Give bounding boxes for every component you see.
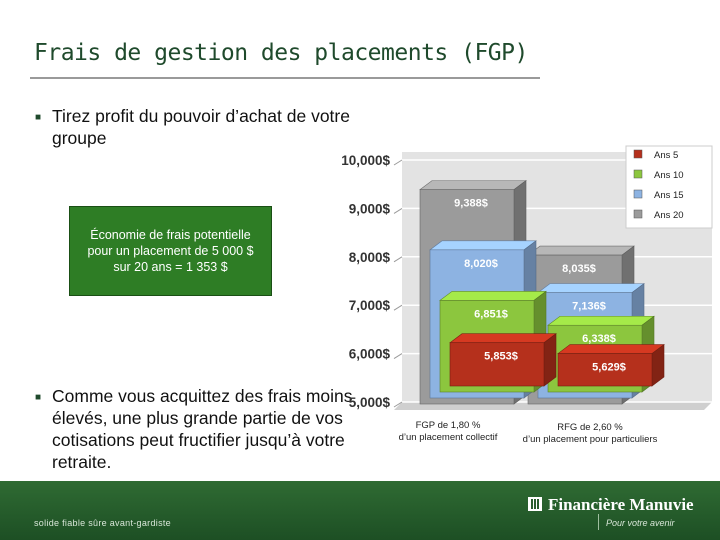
y-tick-label: 6,000$ <box>349 347 391 362</box>
bar-top-face <box>429 240 537 251</box>
bullet-1: ■ Tirez profit du pouvoir d’achat de vot… <box>35 105 352 149</box>
bar-side-face <box>543 333 557 387</box>
bar-ans-5: 5,853$ <box>449 333 557 387</box>
y-tick-label: 7,000$ <box>349 298 391 313</box>
bar-top-face <box>537 283 645 293</box>
bar-top-face <box>439 291 547 301</box>
bar-value-label: 9,388$ <box>454 198 488 210</box>
bar-value-label: 8,020$ <box>464 258 498 270</box>
bullet-2: ■ Comme vous acquittez des frais moins é… <box>35 385 372 473</box>
bullet-marker-icon: ■ <box>35 112 42 123</box>
gridline-depth <box>393 304 403 311</box>
x-category-label: FGP de 1,80 % d’un placement collectif <box>399 420 498 443</box>
y-tick-label: 8,000$ <box>349 250 391 265</box>
bar-value-label: 6,851$ <box>474 308 508 320</box>
gridline-depth <box>393 159 403 166</box>
bar-value-label: 7,136$ <box>572 301 606 313</box>
bar-front-face <box>449 342 545 387</box>
bar-top-face <box>547 315 655 326</box>
legend-label: Ans 5 <box>654 150 678 161</box>
bar-value-label: 6,338$ <box>582 333 616 345</box>
legend-swatch <box>633 189 643 199</box>
legend-label: Ans 15 <box>654 190 684 201</box>
legend-label: Ans 10 <box>654 170 684 181</box>
gridline-depth <box>393 401 403 408</box>
bar-value-label: 5,629$ <box>592 362 626 374</box>
bar-value-label: 8,035$ <box>562 263 596 275</box>
bar-top-face <box>557 344 665 354</box>
x-category-label: RFG de 2,60 % d’un placement pour particu… <box>523 422 658 445</box>
savings-callout: Économie de frais potentielle pour un pl… <box>69 206 272 296</box>
brand-slogan: Pour votre avenir <box>606 518 675 528</box>
legend-swatch <box>633 209 643 219</box>
slide-title: Frais de gestion des placements (FGP) <box>34 40 528 66</box>
legend-swatch <box>633 149 643 159</box>
legend-swatch <box>633 169 643 179</box>
bar-top-face <box>419 180 527 190</box>
brand-name: Financière Manuvie <box>548 495 694 514</box>
footer-bar <box>0 481 720 540</box>
bullet-2-text: Comme vous acquittez des frais moins éle… <box>52 386 353 472</box>
y-tick-label: 5,000$ <box>349 395 391 410</box>
manulife-logo-icon <box>528 497 542 511</box>
bullet-marker-icon: ■ <box>35 392 42 403</box>
title-divider <box>30 77 540 79</box>
footer-divider <box>598 514 599 530</box>
legend-label: Ans 20 <box>654 210 684 221</box>
gridline-depth <box>393 353 403 360</box>
savings-callout-text: Économie de frais potentielle pour un pl… <box>87 228 254 274</box>
y-tick-label: 9,000$ <box>349 201 391 216</box>
fee-comparison-chart: 5,000$ 6,000$ 7,000$ 8,000$ 9,000$ 10,000$ 9,… <box>341 145 713 445</box>
gridline-depth <box>393 207 403 214</box>
footer-tagline: solide fiable sûre avant-gardiste <box>34 518 171 528</box>
bar-top-face <box>527 245 635 256</box>
bar-value-label: 5,853$ <box>484 351 518 363</box>
gridline-depth <box>393 256 403 263</box>
bar-front-face <box>557 353 653 387</box>
bar-ans-5: 5,629$ <box>557 343 665 387</box>
bar-top-face <box>449 333 557 344</box>
y-tick-label: 10,000$ <box>341 153 390 168</box>
bullet-1-text: Tirez profit du pouvoir d’achat de votre… <box>52 106 350 148</box>
